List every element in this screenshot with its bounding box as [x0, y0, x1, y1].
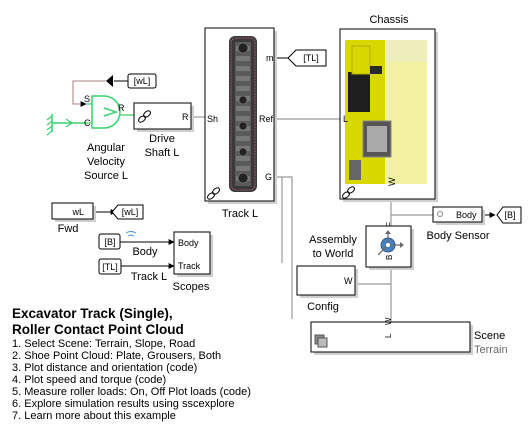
scene-sublabel: Terrain — [474, 344, 508, 356]
description-item-plot-distance[interactable]: 3. Plot distance and orientation (code) — [12, 362, 198, 374]
model-description: Excavator Track (Single), Roller Contact… — [12, 306, 342, 422]
chassis-label: Chassis — [369, 14, 409, 26]
track-port-ref: Ref — [259, 114, 274, 124]
description-item-select-scene[interactable]: 1. Select Scene: Terrain, Slope, Road — [12, 338, 196, 350]
drive-shaft-label-1: Drive — [149, 133, 175, 145]
body-sensor-port: Body — [456, 210, 477, 220]
description-title-2: Roller Contact Point Cloud — [12, 322, 184, 337]
scopes-block[interactable]: Body Track Scopes — [173, 231, 213, 293]
config-port: W — [344, 276, 353, 286]
scopes-label: Scopes — [173, 281, 210, 293]
link-icon — [207, 187, 220, 200]
scene-block[interactable]: W L Scene Terrain — [310, 317, 508, 356]
angular-source-label-3: Source L — [84, 170, 128, 182]
goto-b-label: [B] — [504, 210, 515, 220]
from-b-label: [B] — [104, 237, 115, 247]
scopes-port-track: Track — [178, 261, 201, 271]
chassis-image — [345, 40, 427, 184]
link-icon — [342, 186, 355, 199]
assembly-port-b: B — [385, 255, 394, 260]
track-port-g: G — [265, 172, 272, 182]
description-item-roller-loads[interactable]: 5. Measure roller loads: On, Off Plot lo… — [12, 386, 251, 398]
config-block[interactable]: W Config — [296, 265, 358, 313]
description-title-1: Excavator Track (Single), — [12, 306, 173, 321]
assembly-port-f: F — [385, 222, 394, 227]
mechanical-reference-icon — [46, 114, 74, 136]
angular-source-label-2: Velocity — [87, 156, 125, 168]
fwd-value: wL — [71, 207, 84, 217]
fwd-block[interactable]: wL Fwd — [51, 202, 96, 235]
angular-velocity-source-block[interactable]: S R C Angular Velocity Source L — [46, 94, 134, 182]
track-port-m: m — [266, 53, 274, 63]
drive-shaft-block[interactable]: R Drive Shaft L — [133, 102, 194, 159]
goto-wl-label: [wL] — [122, 207, 139, 217]
description-item-plot-speed[interactable]: 4. Plot speed and torque (code) — [12, 374, 167, 386]
description-item-learn-more[interactable]: 7. Learn more about this example — [12, 410, 176, 422]
port-s-label: S — [84, 94, 90, 104]
track-l-block[interactable]: m Ref Sh G Track L — [204, 27, 277, 220]
assembly-to-world-block[interactable]: F B Assembly to World — [309, 222, 414, 270]
wireless-signal-icon — [125, 231, 137, 237]
goto-wl-block[interactable]: [wL] — [111, 204, 144, 220]
chassis-block[interactable]: Chassis L W — [339, 14, 438, 202]
track-tag-label: Track L — [131, 271, 167, 283]
from-b-block[interactable]: [B] Body — [98, 231, 158, 258]
body-sensor-label: Body Sensor — [427, 230, 490, 242]
scopes-port-body: Body — [178, 238, 199, 248]
scene-port-l: L — [384, 333, 393, 338]
port-r-label: R — [118, 103, 125, 113]
fwd-label: Fwd — [58, 223, 79, 235]
chassis-port-w: W — [387, 177, 397, 186]
scene-port-w: W — [384, 317, 393, 325]
assembly-label-2: to World — [313, 248, 354, 260]
scene-icon — [314, 334, 328, 348]
transform-icon — [377, 230, 404, 256]
from-wl-top-block[interactable]: [wL] — [106, 73, 157, 89]
scene-label: Scene — [474, 330, 505, 342]
assembly-label-1: Assembly — [309, 234, 357, 246]
from-wl-top-label: [wL] — [134, 76, 151, 86]
description-item-sscexplore[interactable]: 6. Explore simulation results using ssce… — [12, 398, 235, 410]
angular-source-label-1: Angular — [87, 142, 125, 154]
goto-tl-block[interactable]: [TL] — [287, 49, 327, 67]
drive-shaft-label-2: Shaft L — [145, 147, 180, 159]
track-label: Track L — [222, 208, 258, 220]
port-c-label: C — [84, 118, 91, 128]
track-port-sh: Sh — [207, 114, 218, 124]
goto-tl-label: [TL] — [303, 53, 319, 63]
description-item-point-cloud[interactable]: 2. Shoe Point Cloud: Plate, Grousers, Bo… — [12, 350, 222, 362]
body-tag-label: Body — [132, 246, 158, 258]
chassis-port-l: L — [343, 114, 348, 124]
link-icon — [138, 110, 151, 123]
config-label: Config — [307, 301, 339, 313]
track-image — [229, 36, 257, 192]
goto-b-block[interactable]: [B] — [496, 206, 522, 224]
from-tl-block[interactable]: [TL] Track L — [98, 258, 167, 283]
drive-shaft-port-r: R — [182, 112, 189, 122]
from-tl-label: [TL] — [102, 262, 118, 272]
body-sensor-block[interactable]: Body Body Sensor — [427, 206, 490, 242]
